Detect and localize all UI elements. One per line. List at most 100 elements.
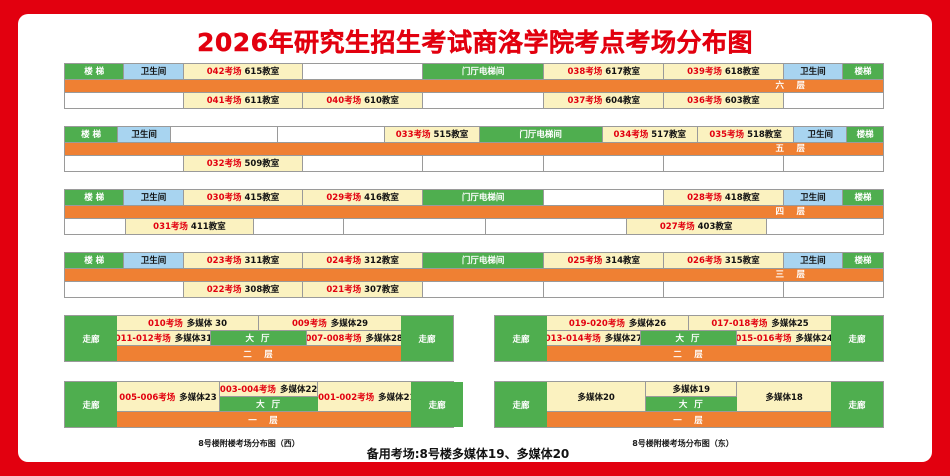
exam-room-cell: 039考场 618教室 bbox=[664, 64, 784, 79]
exam-room-number: 034考场 bbox=[613, 129, 649, 140]
exam-room-number: 010考场 bbox=[147, 319, 183, 329]
exam-room-cell: 多媒体19 bbox=[646, 382, 738, 397]
empty-cell bbox=[65, 156, 184, 171]
exam-room-number: 022考场 bbox=[206, 284, 242, 295]
exam-room-number: 009考场 bbox=[291, 319, 327, 329]
corridor-left: 走廊 bbox=[65, 316, 117, 361]
classroom-label: 518教室 bbox=[747, 129, 782, 140]
classroom-label: 多媒体26 bbox=[628, 319, 667, 329]
exam-room-number: 032考场 bbox=[206, 158, 242, 169]
classroom-label: 307教室 bbox=[364, 284, 399, 295]
classroom-label: 多媒体20 bbox=[577, 392, 615, 403]
exam-room-cell: 036考场 603教室 bbox=[664, 93, 784, 108]
floor-label-bar: 二 层 bbox=[117, 346, 401, 361]
exam-room-number: 030考场 bbox=[206, 192, 242, 203]
restroom-cell: 卫生间 bbox=[794, 127, 848, 142]
page-title: 2026年研究生招生考试商洛学院考点考场分布图 bbox=[196, 28, 754, 57]
classroom-label: 多媒体22 bbox=[279, 385, 318, 395]
tower-block-floor-3: 楼 梯卫生间 023考场 311教室 024考场 312教室 门厅电梯间 025考场 314教… bbox=[64, 252, 884, 298]
empty-cell bbox=[544, 156, 665, 171]
exam-room-number: 017-018考场 bbox=[711, 319, 768, 329]
restroom-cell: 卫生间 bbox=[124, 64, 184, 79]
caption-east: 8号楼附楼考场分布图（东） bbox=[632, 439, 734, 448]
lobby-cell: 大 厅 bbox=[210, 331, 308, 346]
empty-cell bbox=[303, 156, 423, 171]
hall-block-1f-east: 走廊 多媒体20 多媒体19 大 厅 多媒体18 一 层走廊 bbox=[494, 381, 884, 428]
tower-block-floor-4: 楼 梯卫生间 030考场 415教室 029考场 416教室 门厅电梯间 028考场 418教… bbox=[64, 189, 884, 235]
exam-room-cell: 041考场 611教室 bbox=[183, 93, 304, 108]
exam-room-cell: 038考场 617教室 bbox=[544, 64, 665, 79]
exam-room-number: 024考场 bbox=[326, 255, 362, 266]
exam-room-cell: 019-020考场 多媒体26 bbox=[547, 316, 689, 331]
exam-room-cell: 026考场 315教室 bbox=[664, 253, 784, 268]
exam-room-number: 027考场 bbox=[659, 221, 695, 232]
exam-room-cell: 037考场 604教室 bbox=[544, 93, 665, 108]
exam-room-number: 036考场 bbox=[687, 95, 722, 106]
floor-label-bar: 一 层 bbox=[547, 412, 831, 427]
tower-block-floor-6: 楼 梯卫生间 042考场 615教室 门厅电梯间 038考场 617教室 039考场 618教… bbox=[64, 63, 884, 109]
classroom-label: 多媒体23 bbox=[179, 392, 217, 403]
exam-room-number: 013-014考场 bbox=[547, 334, 601, 344]
hall-block-2f-east: 走廊 019-020考场 多媒体26 017-018考场 多媒体25 013-014考场多… bbox=[494, 315, 884, 362]
exam-room-number: 023考场 bbox=[206, 255, 242, 266]
tower-top-row: 楼 梯卫生间 033考场 515教室 门厅电梯间 034考场 517教室 035考场 518教… bbox=[65, 127, 883, 142]
empty-cell bbox=[664, 156, 784, 171]
classroom-label: 617教室 bbox=[605, 66, 640, 77]
classroom-label: 多媒体 30 bbox=[186, 319, 228, 329]
facility-cell-green: 楼 梯 bbox=[65, 64, 125, 79]
floor-map-canvas: 楼 梯卫生间 042考场 615教室 门厅电梯间 038考场 617教室 039考场 618教… bbox=[18, 63, 932, 461]
exam-room-number: 011-012考场 bbox=[117, 334, 171, 344]
caption-west: 8号楼附楼考场分布图（西） bbox=[198, 439, 300, 448]
classroom-label: 312教室 bbox=[364, 255, 399, 266]
exam-room-cell: 033考场 515教室 bbox=[385, 127, 480, 142]
empty-cell bbox=[664, 282, 784, 297]
exam-room-number: 042考场 bbox=[206, 66, 242, 77]
exam-room-number: 028考场 bbox=[687, 192, 722, 203]
corridor-left: 走廊 bbox=[495, 382, 547, 427]
facility-cell-green: 楼梯 bbox=[843, 64, 883, 79]
exam-room-cell: 028考场 418教室 bbox=[664, 190, 784, 205]
empty-cell bbox=[544, 282, 665, 297]
floor-label-bar: 五 层 bbox=[65, 142, 883, 156]
exam-room-cell: 031考场 411教室 bbox=[125, 219, 254, 234]
empty-cell bbox=[278, 127, 386, 142]
floor-label-bar: 三 层 bbox=[65, 268, 883, 282]
floor-label-bar: 四 层 bbox=[65, 205, 883, 219]
exam-room-cell: 010考场 多媒体 30 bbox=[117, 316, 259, 331]
classroom-label: 多媒体31 bbox=[174, 334, 211, 344]
classroom-label: 415教室 bbox=[244, 192, 280, 203]
facility-cell-green: 门厅电梯间 bbox=[422, 253, 545, 268]
exam-room-cell: 027考场 403教室 bbox=[626, 219, 767, 234]
classroom-label: 611教室 bbox=[244, 95, 280, 106]
corridor-right: 走廊 bbox=[831, 316, 883, 361]
classroom-label: 618教室 bbox=[724, 66, 760, 77]
exam-room-cell: 024考场 312教室 bbox=[303, 253, 423, 268]
empty-cell bbox=[65, 219, 126, 234]
exam-room-cell: 042考场 615教室 bbox=[183, 64, 304, 79]
exam-room-cell: 009考场 多媒体29 bbox=[259, 316, 401, 331]
empty-cell bbox=[171, 127, 279, 142]
exam-room-number: 025考场 bbox=[567, 255, 603, 266]
empty-cell bbox=[65, 93, 184, 108]
empty-cell bbox=[486, 219, 627, 234]
tower-bottom-row: 022考场 308教室 021考场 307教室 bbox=[65, 282, 883, 297]
classroom-label: 多媒体29 bbox=[330, 319, 369, 329]
classroom-label: 314教室 bbox=[605, 255, 640, 266]
lobby-cell: 大 厅 bbox=[646, 397, 738, 412]
corridor-right: 走廊 bbox=[831, 382, 883, 427]
floor-label-bar: 二 层 bbox=[547, 346, 831, 361]
exam-room-number: 029考场 bbox=[326, 192, 362, 203]
classroom-label: 610教室 bbox=[364, 95, 399, 106]
hall-middle: 多媒体20 多媒体19 大 厅 多媒体18 一 层 bbox=[547, 382, 831, 427]
hall-block-2f-west: 走廊 010考场 多媒体 30 009考场 多媒体29 011-012考场 多媒体31 大 厅… bbox=[64, 315, 454, 362]
tower-top-row: 楼 梯卫生间 023考场 311教室 024考场 312教室 门厅电梯间 025考场 314教… bbox=[65, 253, 883, 268]
corridor-left: 走廊 bbox=[65, 382, 117, 427]
hall-split-row: 多媒体20 多媒体19 大 厅 多媒体18 bbox=[547, 382, 831, 412]
exam-room-cell: 015-016考场 多媒体24 bbox=[737, 331, 831, 346]
hall-middle: 019-020考场 多媒体26 017-018考场 多媒体25 013-014考场 多媒体… bbox=[547, 316, 831, 361]
empty-cell bbox=[766, 219, 883, 234]
hall-mid-row: 011-012考场 多媒体31 大 厅 007-008考场 多媒体28 bbox=[117, 331, 401, 346]
tower-bottom-row: 031考场 411教室 027考场 403教室 bbox=[65, 219, 883, 234]
floor-label-bar: 六 层 bbox=[65, 79, 883, 93]
tower-block-floor-5: 楼 梯卫生间 033考场 515教室 门厅电梯间 034考场 517教室 035考场 518教… bbox=[64, 126, 884, 172]
